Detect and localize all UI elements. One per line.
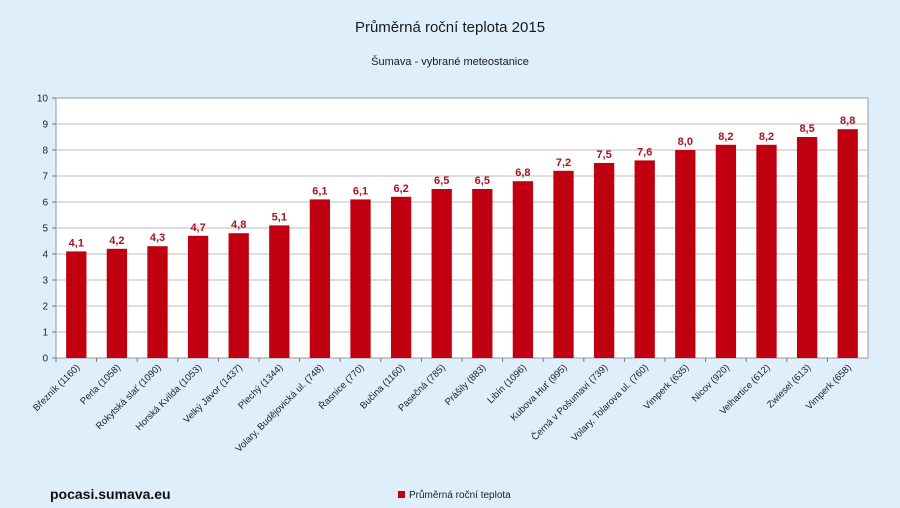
data-label: 6,5 — [434, 175, 449, 187]
y-tick-label: 2 — [42, 302, 48, 313]
bar — [593, 163, 615, 358]
y-tick-label: 5 — [42, 224, 48, 235]
data-label: 8,5 — [799, 123, 814, 135]
x-tick-label: Březník (1160) — [31, 362, 82, 413]
y-tick-label: 3 — [42, 276, 48, 287]
bar — [634, 160, 655, 358]
data-label: 7,5 — [596, 149, 611, 161]
legend-swatch — [398, 491, 405, 498]
y-tick-label: 8 — [42, 146, 48, 157]
data-label: 4,2 — [109, 235, 124, 247]
x-tick-label: Perla (1058) — [78, 362, 123, 407]
site-watermark: pocasi.sumava.eu — [50, 486, 171, 502]
y-tick-label: 7 — [42, 172, 48, 183]
y-tick-label: 0 — [42, 354, 48, 365]
data-label: 4,8 — [231, 219, 246, 231]
data-label: 4,1 — [69, 237, 84, 249]
x-tick-label: Volary, Budějovická ul. (748) — [234, 362, 326, 454]
x-axis: Březník (1160)Perla (1058)Rokytská slať … — [31, 358, 854, 455]
bar — [472, 189, 493, 358]
data-label: 8,2 — [718, 131, 733, 143]
data-label: 8,0 — [678, 136, 693, 148]
data-label: 4,3 — [150, 232, 165, 244]
data-label: 6,1 — [312, 185, 327, 197]
legend: Průměrná roční teplota — [398, 489, 511, 501]
x-tick-label: Nicov (920) — [690, 362, 732, 404]
data-label: 7,2 — [556, 157, 571, 169]
bar — [796, 137, 818, 358]
bar — [715, 144, 737, 358]
chart-subtitle: Šumava - vybrané meteostanice — [371, 55, 529, 68]
data-label: 7,6 — [637, 146, 652, 158]
data-label: 6,2 — [393, 183, 408, 195]
data-label: 8,8 — [840, 115, 855, 127]
y-tick-label: 4 — [42, 250, 48, 261]
y-tick-label: 10 — [37, 94, 49, 105]
x-tick-label: Černá v Pošumaví (739) — [530, 362, 611, 443]
bar — [228, 233, 249, 358]
bar — [66, 251, 87, 358]
bar — [756, 144, 777, 358]
bar — [512, 181, 534, 358]
bar — [187, 235, 209, 358]
bar — [147, 246, 168, 358]
y-tick-label: 1 — [42, 328, 48, 339]
data-label: 4,7 — [190, 222, 205, 234]
y-tick-label: 9 — [42, 120, 48, 131]
data-label: 6,5 — [475, 175, 490, 187]
data-label: 5,1 — [272, 211, 287, 223]
data-label: 6,1 — [353, 185, 368, 197]
bar — [309, 199, 331, 358]
bars — [66, 129, 858, 358]
data-label: 8,2 — [759, 131, 774, 143]
x-tick-label: Libín (1096) — [485, 362, 529, 406]
bar — [269, 225, 290, 358]
x-tick-label: Prášily (883) — [443, 362, 488, 407]
data-labels: 4,1 4,2 4,3 4,7 4,8 5,1 6,1 6,1 6,2 6,5 6,5 6,8 7,2 7… — [69, 115, 856, 249]
bar — [350, 199, 371, 358]
chart-title: Průměrná roční teplota 2015 — [355, 19, 545, 36]
bar — [390, 196, 412, 358]
bar — [106, 248, 128, 358]
bar — [675, 150, 696, 358]
x-tick-label: Volary, Tolarova ul. (760) — [569, 362, 650, 443]
bar — [553, 170, 574, 358]
data-label: 6,8 — [515, 167, 530, 179]
bar — [431, 189, 452, 358]
bar — [837, 129, 858, 358]
y-tick-label: 6 — [42, 198, 48, 209]
legend-label: Průměrná roční teplota — [409, 489, 511, 501]
y-axis: 0 1 2 3 4 5 6 7 8 9 10 — [37, 94, 56, 365]
